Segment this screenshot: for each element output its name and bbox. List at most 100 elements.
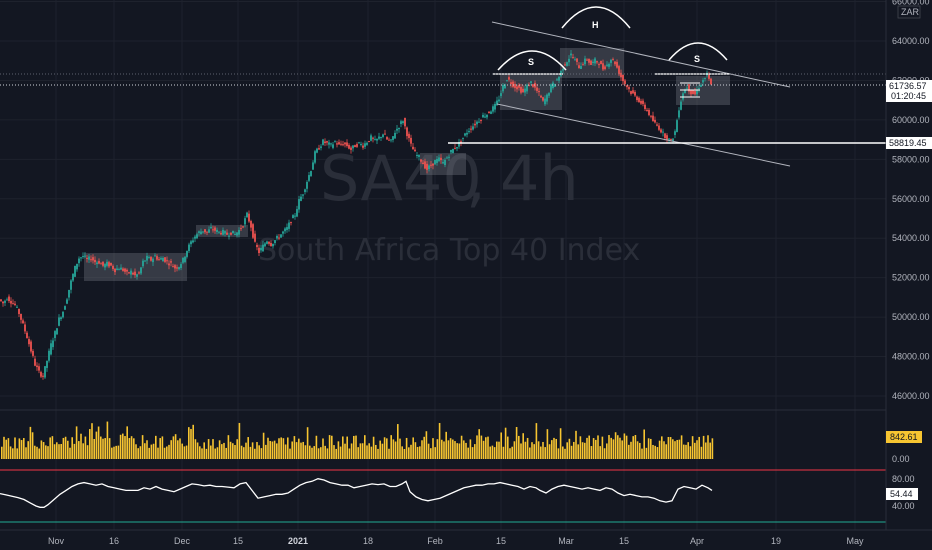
candle-body (74, 265, 76, 277)
volume-bar (401, 446, 403, 459)
candle-body (598, 64, 600, 66)
volume-bar (249, 446, 252, 459)
volume-bar (621, 440, 623, 459)
candle-body (362, 145, 364, 148)
candle-body (266, 241, 268, 244)
volume-bar (337, 441, 340, 459)
right-shoulder-arc[interactable] (668, 42, 728, 61)
volume-bar (295, 442, 298, 459)
volume-bar (108, 438, 111, 459)
volume-bar (555, 438, 557, 459)
volume-bar (469, 439, 472, 459)
candle-body (420, 159, 422, 162)
candle-body (278, 237, 280, 239)
candle-body (262, 244, 264, 252)
volume-bar (144, 443, 146, 459)
volume-bar (410, 444, 412, 459)
candle-body (128, 272, 130, 274)
candle-body (654, 119, 656, 123)
candle-body (100, 263, 102, 265)
candle-body (592, 61, 594, 64)
volume-bar (152, 443, 155, 459)
volume-bar (104, 438, 106, 459)
volume-bar (238, 422, 241, 459)
volume-bar (379, 440, 381, 459)
candle-body (176, 267, 178, 269)
candle-body (610, 59, 612, 63)
candle-body (508, 77, 510, 80)
candle-body (374, 139, 376, 141)
candle-body (470, 128, 472, 130)
candle-body (332, 144, 334, 148)
candle-body (528, 85, 530, 87)
candle-body (186, 250, 188, 257)
candle-body (506, 80, 508, 82)
candle-body (350, 147, 352, 150)
channel-lower-line[interactable] (496, 103, 791, 167)
candle-body (138, 272, 140, 274)
candle-body (82, 255, 84, 257)
volume-bar (203, 442, 205, 459)
candle-body (300, 196, 302, 201)
candle-body (580, 66, 582, 69)
head-arc[interactable] (561, 6, 631, 29)
price-tick-label: 66000.00 (892, 0, 930, 7)
volume-bar (511, 446, 513, 459)
volume-bar (603, 448, 606, 459)
volume-bar (293, 436, 296, 459)
volume-bar (225, 447, 227, 459)
volume-bar (49, 437, 51, 459)
candle-body (130, 270, 132, 275)
candle-body (296, 209, 298, 217)
candle-body (700, 84, 702, 87)
candle-body (522, 88, 524, 93)
candle-body (264, 243, 266, 247)
candle-body (156, 256, 158, 260)
volume-bar (170, 440, 172, 459)
left-shoulder-arc[interactable] (497, 50, 567, 71)
volume-bar (258, 445, 260, 459)
candle-body (322, 139, 324, 145)
volume-bar (304, 445, 307, 459)
volume-bar (117, 445, 120, 459)
candle-body (320, 146, 322, 148)
candle-body (232, 230, 234, 234)
candle-body (676, 120, 678, 133)
volume-bar (40, 440, 43, 459)
volume-bar (533, 444, 535, 459)
time-tick-label: 18 (363, 536, 373, 546)
volume-bar (416, 446, 419, 459)
volume-bar (161, 436, 164, 459)
volume-bar (575, 430, 577, 459)
volume-bar (652, 444, 654, 459)
volume-bar (333, 445, 335, 459)
volume-bar (346, 436, 348, 459)
candle-body (142, 260, 144, 267)
volume-bar (628, 444, 630, 459)
candle-body (210, 226, 212, 229)
channel-upper-line[interactable] (491, 21, 791, 88)
volume-bar (128, 438, 131, 459)
candle-body (324, 141, 326, 143)
price-tick-label: 60000.00 (892, 115, 930, 125)
candle-body (560, 70, 562, 76)
candle-body (328, 142, 330, 145)
candle-body (422, 162, 424, 165)
candle-body (652, 115, 654, 122)
candle-body (10, 300, 12, 304)
volume-bar (20, 440, 23, 459)
candle-body (440, 157, 442, 161)
zone-dec (196, 225, 248, 237)
volume-bar (491, 445, 494, 459)
candle-body (152, 258, 154, 263)
watermark-interval: 4h (500, 142, 579, 215)
time-axis[interactable]: Nov 16 Dec 15 2021 18 Feb 15 Mar 15 Apr 19 May (48, 536, 864, 546)
volume-bar (122, 433, 124, 459)
volume-bar (137, 448, 139, 459)
volume-bar (278, 438, 280, 459)
candle-body (502, 85, 504, 92)
candle-body (60, 317, 62, 320)
candle-body (384, 133, 386, 135)
volume-bar (139, 446, 142, 459)
